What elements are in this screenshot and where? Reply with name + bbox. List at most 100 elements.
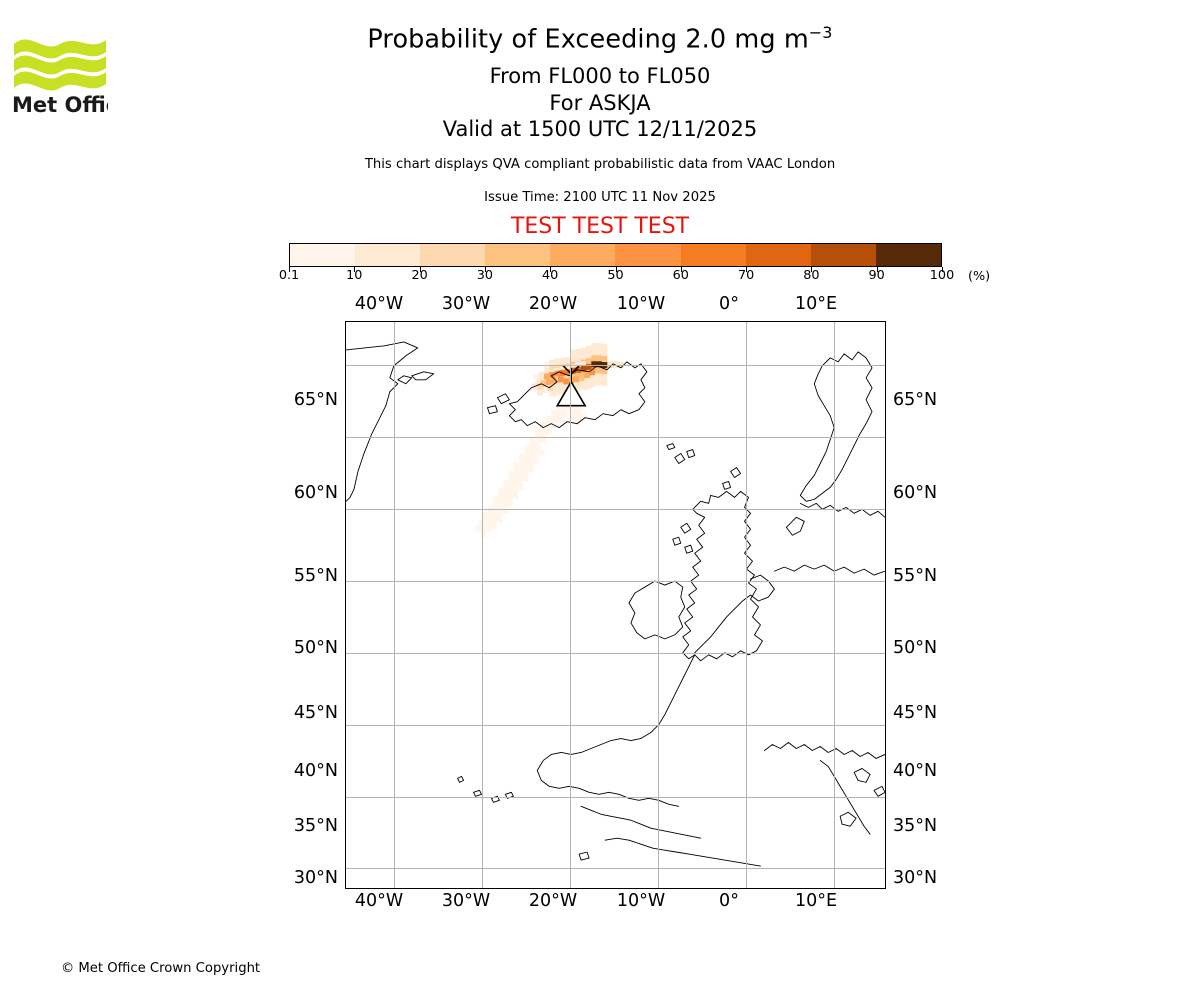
gridline-longitude bbox=[570, 322, 572, 888]
ash-probability-cell bbox=[554, 392, 560, 399]
colorbar-tick bbox=[419, 267, 421, 272]
ash-probability-cell bbox=[580, 361, 586, 368]
ash-probability-cell bbox=[528, 466, 534, 473]
ash-probability-cell bbox=[596, 349, 603, 356]
ash-probability-cell bbox=[487, 518, 494, 525]
longitude-tick-label: 30°W bbox=[441, 294, 491, 314]
ash-probability-cell bbox=[591, 343, 597, 350]
ash-probability-cell bbox=[580, 347, 587, 354]
ash-probability-cell bbox=[586, 346, 592, 353]
ash-probability-cell bbox=[559, 381, 566, 388]
ash-probability-cell bbox=[522, 466, 529, 473]
ash-probability-cell bbox=[573, 376, 580, 383]
colorbar-tick bbox=[746, 267, 748, 272]
longitude-labels-top: 40°W 30°W 20°W 10°W 0° 10°E bbox=[0, 294, 1200, 314]
page-title: Probability of Exceeding 2.0 mg m−3 bbox=[0, 24, 1200, 54]
ash-probability-cell bbox=[601, 355, 608, 362]
ash-probability-cell bbox=[484, 525, 490, 532]
colorbar-tick-label: 20 bbox=[411, 268, 428, 283]
ash-probability-cell bbox=[503, 488, 510, 495]
ash-probability-cell bbox=[601, 367, 608, 375]
ash-probability-cell bbox=[543, 373, 550, 380]
latitude-tick-label: 60°N bbox=[893, 483, 938, 503]
latitude-tick-label: 65°N bbox=[293, 390, 338, 410]
ash-probability-cell bbox=[561, 410, 567, 418]
ash-probability-cell bbox=[559, 363, 566, 370]
ash-probability-cell bbox=[577, 404, 583, 411]
ash-probability-cell bbox=[554, 386, 560, 393]
ash-probability-cell bbox=[501, 500, 508, 507]
colorbar-unit-label: (%) bbox=[968, 269, 991, 284]
ash-probability-cell bbox=[524, 453, 531, 460]
ash-probability-cell bbox=[584, 372, 590, 379]
ash-probability-cell bbox=[543, 361, 550, 368]
ash-probability-cell bbox=[540, 380, 546, 387]
ash-probability-cell bbox=[529, 445, 536, 452]
ash-probability-cell bbox=[601, 343, 608, 350]
ash-probability-cell bbox=[565, 357, 571, 364]
ash-probability-cell bbox=[517, 475, 524, 482]
ash-probability-cell bbox=[580, 365, 587, 372]
colorbar-tick bbox=[484, 267, 486, 272]
ash-probability-cell bbox=[549, 365, 555, 373]
ash-probability-cell bbox=[545, 379, 552, 386]
ash-probability-cell bbox=[514, 470, 520, 477]
latitude-tick-label: 55°N bbox=[893, 566, 938, 586]
colorbar-band-0 bbox=[290, 244, 356, 266]
ash-probability-cell bbox=[493, 511, 499, 518]
ash-probability-cell bbox=[523, 475, 529, 482]
ash-probability-cell bbox=[580, 383, 587, 390]
ash-probability-cell bbox=[601, 374, 608, 381]
ash-probability-cell bbox=[508, 485, 515, 492]
ash-probability-cell bbox=[508, 479, 515, 486]
ash-probability-cell bbox=[545, 416, 551, 423]
ash-probability-cell bbox=[533, 449, 539, 456]
ash-probability-cell bbox=[569, 364, 576, 371]
ash-probability-cell bbox=[564, 365, 570, 372]
ash-probability-cell bbox=[558, 376, 564, 383]
ash-probability-cell bbox=[575, 413, 581, 420]
latitude-tick-label: 55°N bbox=[293, 566, 338, 586]
ash-probability-cell bbox=[491, 516, 497, 523]
ash-probability-cell bbox=[572, 404, 578, 411]
colorbar-tick bbox=[680, 267, 682, 272]
ash-probability-cell bbox=[550, 422, 557, 429]
ash-probability-cell bbox=[550, 389, 557, 396]
gridline-longitude bbox=[658, 322, 660, 888]
ash-probability-cell bbox=[547, 390, 553, 397]
ash-probability-cell bbox=[554, 358, 560, 365]
ash-probability-cell bbox=[503, 494, 510, 501]
ash-probability-cell bbox=[545, 428, 552, 435]
met-office-logo: Met Office bbox=[12, 24, 108, 116]
colorbar-tick bbox=[289, 267, 290, 272]
ash-probability-cell bbox=[512, 483, 518, 490]
ash-probability-cell bbox=[528, 457, 534, 464]
latitude-tick-label: 65°N bbox=[893, 390, 938, 410]
colorbar-tick bbox=[811, 267, 813, 272]
ash-probability-cell bbox=[498, 488, 504, 495]
ash-probability-cell bbox=[519, 462, 525, 469]
longitude-tick-label: 20°W bbox=[528, 891, 578, 911]
latitude-tick-label: 40°N bbox=[293, 761, 338, 781]
ash-probability-cell bbox=[596, 361, 603, 368]
ash-probability-cell bbox=[487, 505, 494, 512]
colorbar-tick-label: 70 bbox=[737, 268, 755, 283]
colorbar-tick bbox=[942, 267, 943, 272]
ash-probability-cell bbox=[508, 470, 515, 477]
ash-probability-cell bbox=[482, 512, 488, 519]
colorbar-tick bbox=[876, 267, 878, 272]
gridline-latitude bbox=[346, 652, 885, 654]
ash-probability-cell bbox=[607, 361, 614, 368]
ash-probability-cell bbox=[496, 516, 503, 523]
ash-probability-cell bbox=[575, 354, 581, 361]
colorbar-band-2 bbox=[420, 244, 486, 266]
colorbar-tick-label: 50 bbox=[607, 268, 624, 283]
ash-probability-cell bbox=[586, 376, 592, 383]
map-plot-area[interactable] bbox=[345, 321, 886, 889]
gridline-longitude bbox=[746, 322, 748, 888]
colorbar-band-6 bbox=[680, 244, 746, 266]
ash-probability-cell bbox=[503, 479, 509, 486]
latitude-tick-label: 50°N bbox=[293, 638, 338, 658]
flight-level-line: From FL000 to FL050 bbox=[489, 64, 711, 88]
ash-probability-cell bbox=[591, 373, 597, 380]
